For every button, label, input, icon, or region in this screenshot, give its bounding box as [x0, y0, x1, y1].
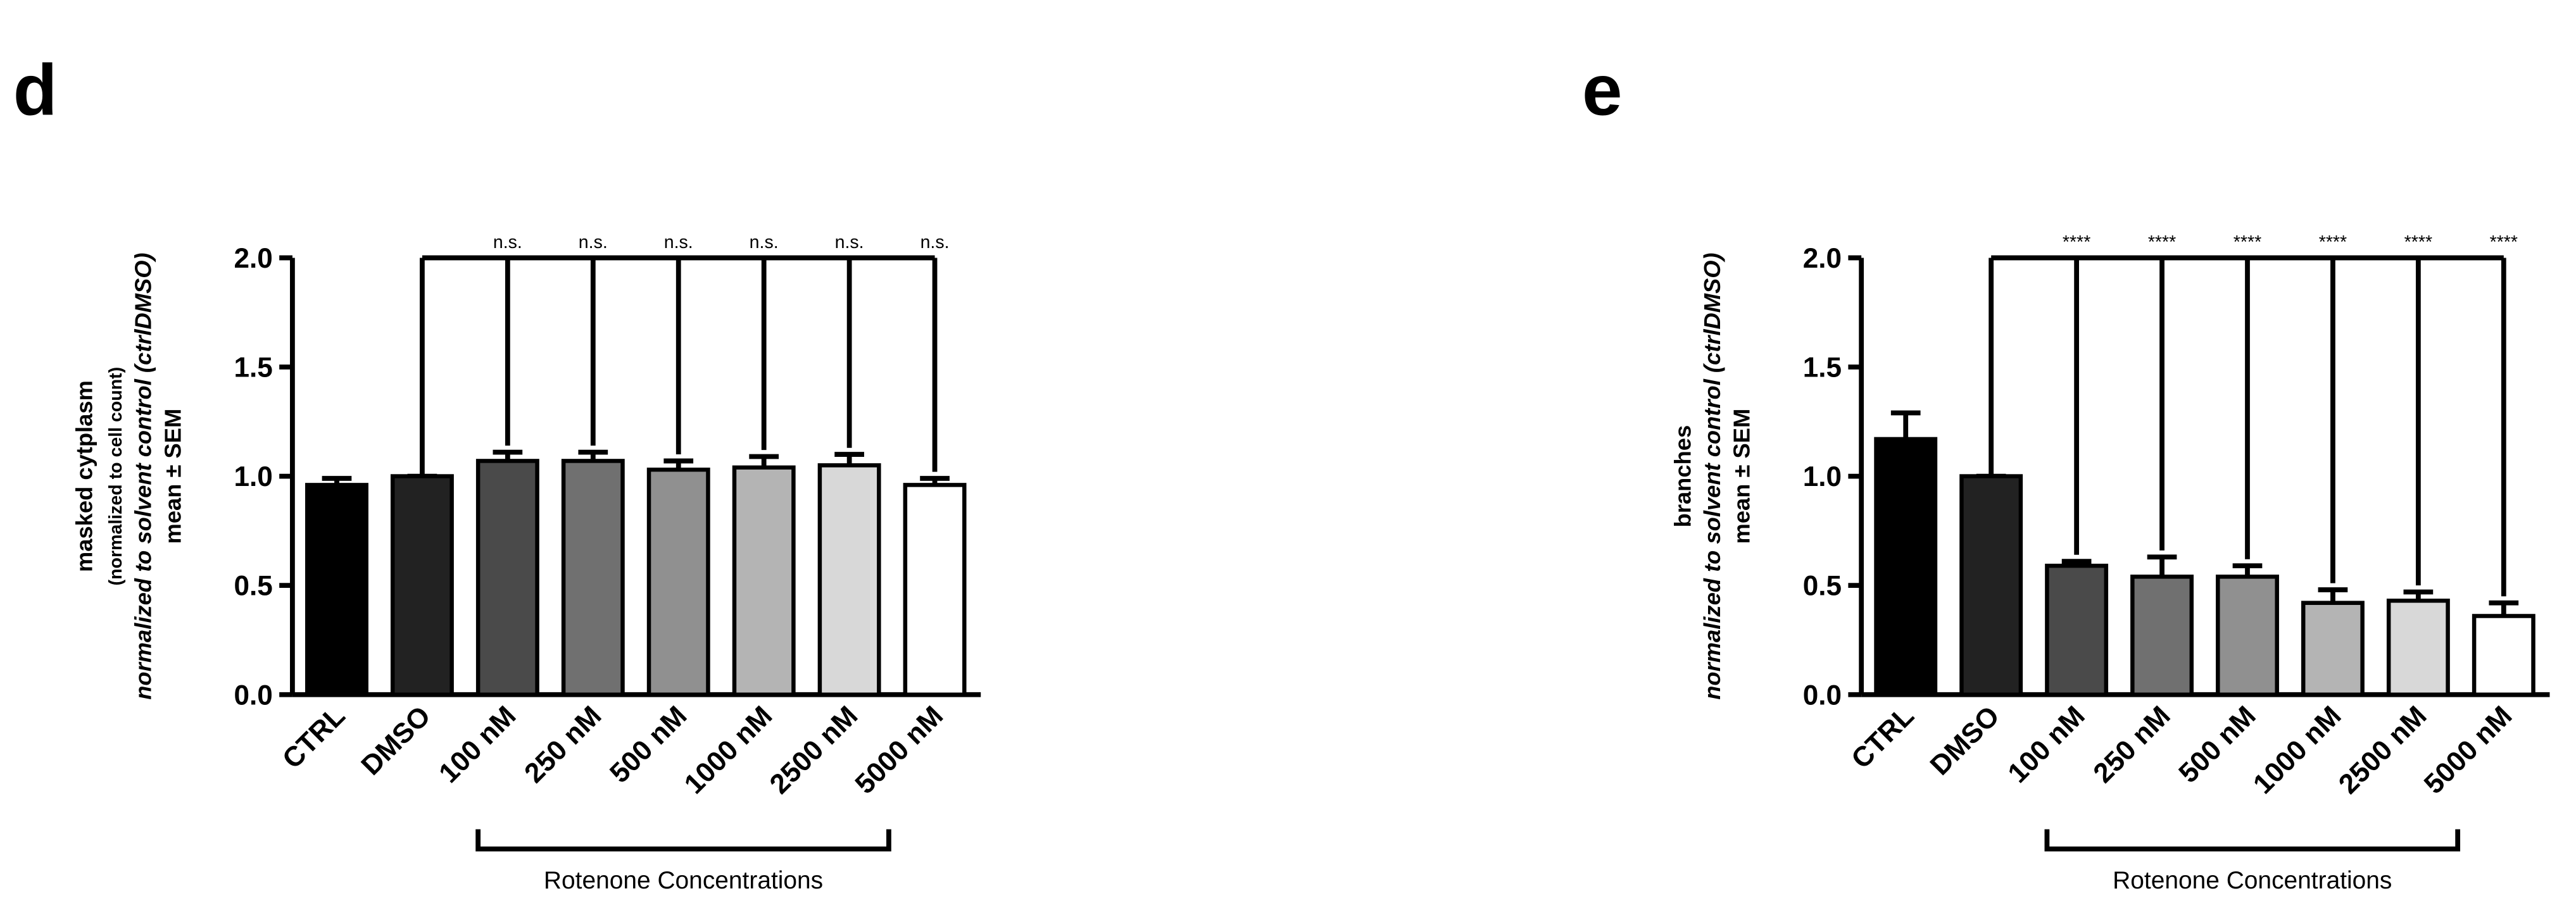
- x-tick-label: 1000 nM: [2247, 700, 2347, 800]
- panel-label: d: [13, 51, 58, 131]
- group-bracket: [475, 829, 891, 852]
- bar: [390, 474, 454, 697]
- x-tick-label: 2500 nM: [2333, 700, 2433, 800]
- bar: [2301, 601, 2365, 697]
- bar: [475, 459, 539, 697]
- panel: d masked cytplasm (normalized to cell coun…: [13, 51, 981, 894]
- y-tick-label: 1.0: [1803, 461, 1842, 492]
- bar: [817, 463, 881, 697]
- y-axis-label: branches: [1669, 425, 1695, 528]
- x-tick-label: 100 nM: [433, 700, 522, 788]
- x-tick-label: 5000 nM: [2418, 700, 2518, 800]
- y-axis-label: mean ± SEM: [160, 409, 185, 544]
- y-tick-label: 1.0: [234, 461, 272, 492]
- y-tick-label: 0.0: [1803, 680, 1842, 711]
- group-label: Rotenone Concentrations: [2113, 867, 2392, 894]
- y-tick-label: 2.0: [234, 243, 272, 274]
- significance-label: ****: [2148, 232, 2176, 252]
- y-axis-label: normalized to solvent control (ctrlDMSO): [1699, 252, 1725, 699]
- x-tick-label: 100 nM: [2002, 700, 2090, 788]
- bar: [2386, 599, 2450, 697]
- y-tick-label: 1.5: [234, 352, 272, 383]
- significance-label: ****: [2063, 232, 2090, 252]
- significance-label: ****: [2319, 232, 2347, 252]
- x-tick-label: 1000 nM: [679, 700, 779, 800]
- significance-label: n.s.: [835, 232, 864, 252]
- bar: [1874, 437, 1938, 697]
- significance-label: ****: [2234, 232, 2261, 252]
- panel-label: e: [1582, 51, 1623, 131]
- x-tick-label: CTRL: [277, 700, 351, 775]
- bar: [2472, 614, 2535, 697]
- bar: [2216, 575, 2279, 697]
- y-axis-label: masked cytplasm: [71, 380, 97, 572]
- x-tick-label: DMSO: [1925, 700, 2006, 781]
- x-tick-label: 250 nM: [518, 700, 607, 788]
- significance-label: n.s.: [920, 232, 950, 252]
- x-tick-label: DMSO: [355, 700, 436, 781]
- bar: [561, 459, 625, 697]
- y-tick-label: 2.0: [1803, 243, 1842, 274]
- significance-label: ****: [2404, 232, 2432, 252]
- bar: [646, 467, 710, 697]
- bar: [1959, 474, 2023, 697]
- bar: [2045, 563, 2109, 697]
- x-tick-label: 250 nM: [2087, 700, 2176, 788]
- bar: [732, 465, 796, 697]
- bar: [305, 483, 368, 697]
- y-axis-label: mean ± SEM: [1729, 409, 1755, 544]
- bar: [903, 483, 967, 697]
- group-label: Rotenone Concentrations: [544, 867, 823, 894]
- x-tick-label: 5000 nM: [849, 700, 949, 800]
- significance-label: ****: [2490, 232, 2518, 252]
- group-bracket: [2044, 829, 2461, 852]
- y-tick-label: 0.0: [234, 680, 272, 711]
- y-axis-label: normalized to solvent control (ctrlDMSO): [130, 252, 156, 699]
- significance-label: n.s.: [493, 232, 522, 252]
- bar: [2130, 575, 2194, 697]
- significance-label: n.s.: [750, 232, 779, 252]
- y-axis-label: (normalized to cell count): [106, 367, 126, 586]
- x-tick-label: 2500 nM: [764, 700, 864, 800]
- y-tick-label: 0.5: [234, 571, 272, 602]
- y-tick-label: 0.5: [1803, 571, 1842, 602]
- significance-label: n.s.: [664, 232, 693, 252]
- y-tick-label: 1.5: [1803, 352, 1842, 383]
- significance-label: n.s.: [579, 232, 608, 252]
- x-tick-label: CTRL: [1845, 700, 1920, 775]
- panel: e branches normalized to solvent control (…: [1582, 51, 2550, 894]
